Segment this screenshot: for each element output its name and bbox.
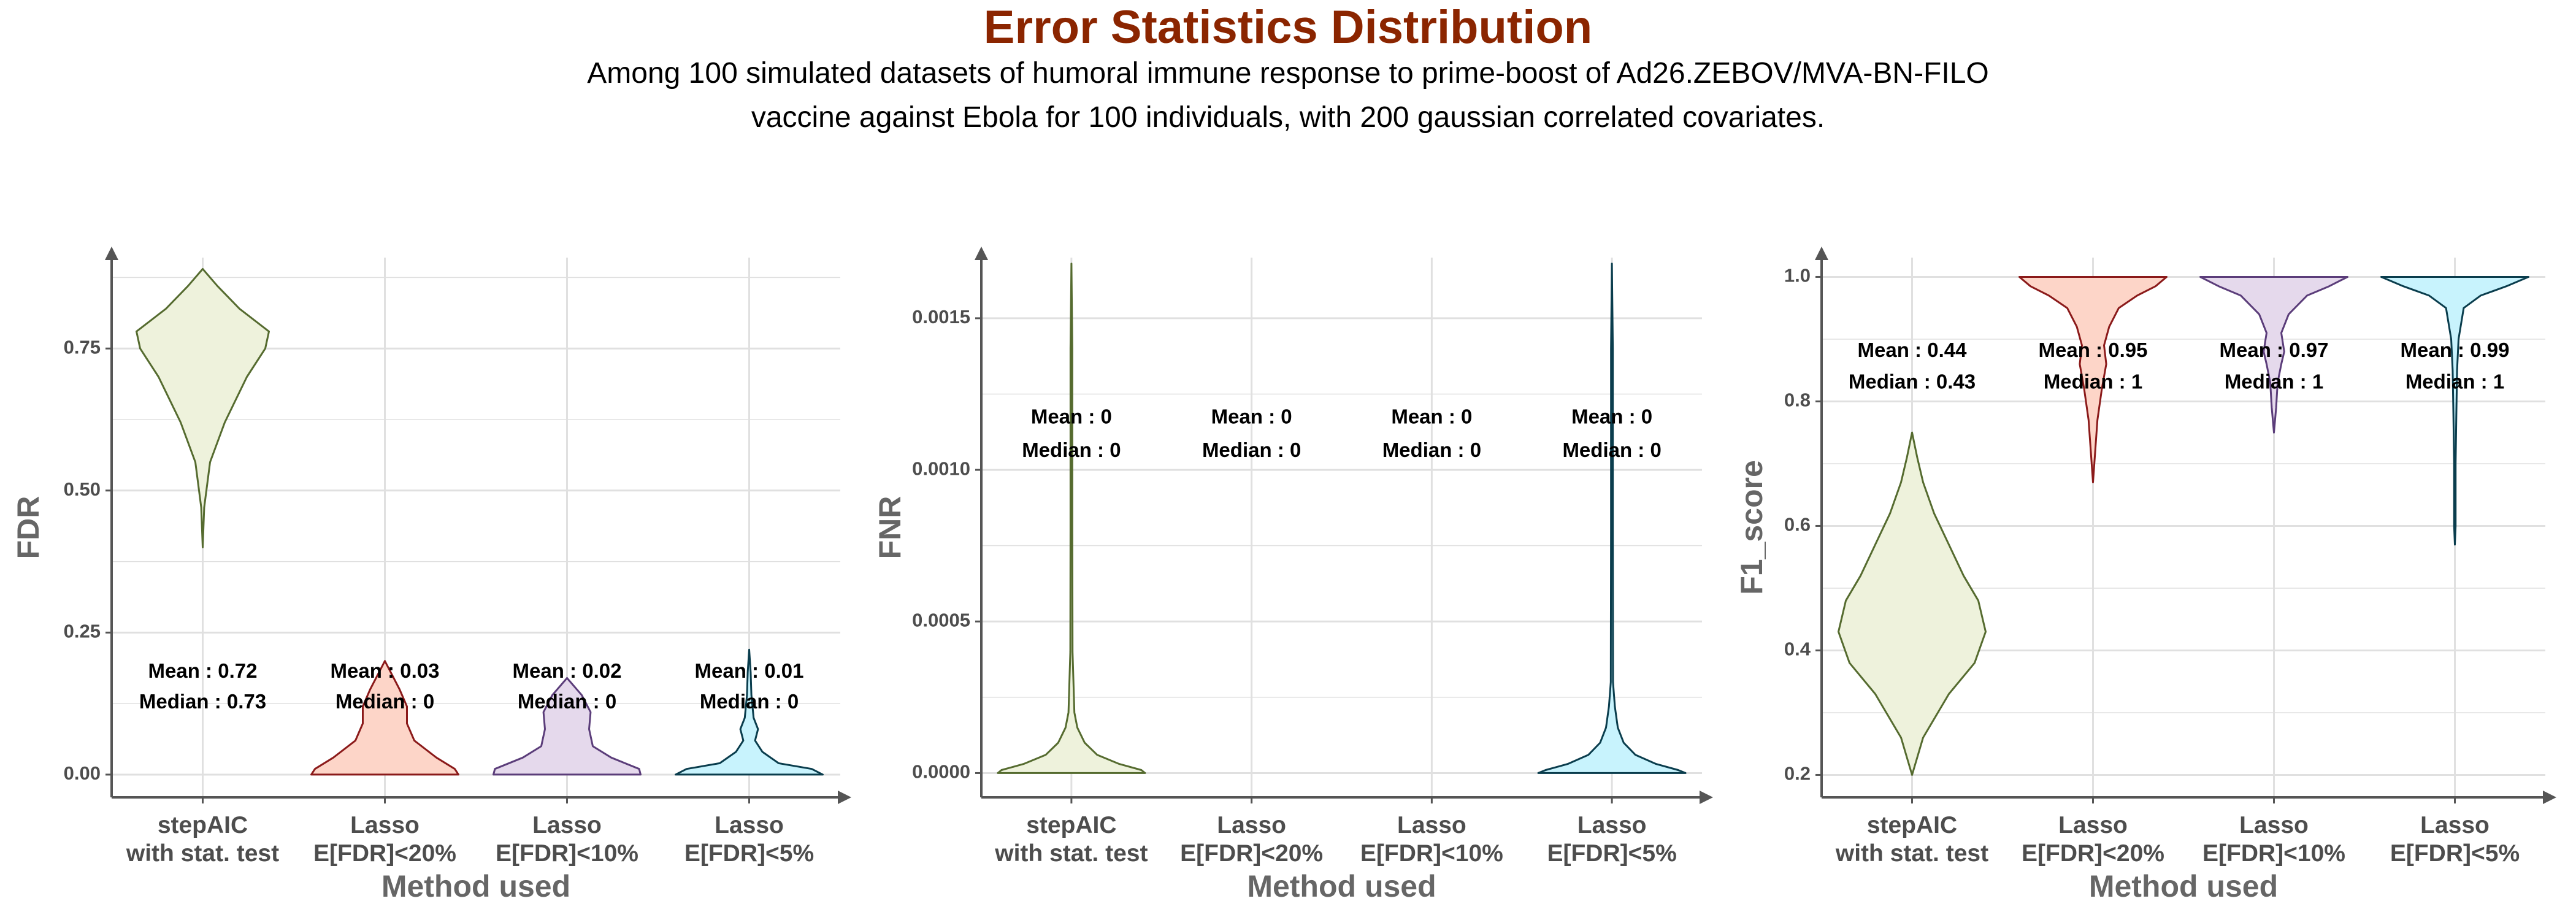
x-axis-title: Method used (2089, 869, 2278, 903)
x-axis-arrow (1700, 791, 1713, 804)
y-axis-arrow (1815, 247, 1828, 260)
annotation-mean: Mean : 0.03 (331, 659, 440, 682)
x-tick-label: Lasso (715, 812, 784, 838)
x-tick-label: E[FDR]<5% (1547, 840, 1676, 867)
y-tick-label: 1.0 (1784, 265, 1811, 286)
y-tick-label: 0.0005 (912, 609, 970, 631)
y-tick-label: 0.2 (1784, 763, 1811, 784)
y-axis-title: F1_score (1735, 460, 1769, 595)
annotation-median: Median : 1 (2044, 370, 2142, 393)
chart-subtitle-line-1: Among 100 simulated datasets of humoral … (587, 57, 1989, 90)
x-tick-label: Lasso (2239, 812, 2309, 838)
annotation-mean: Mean : 0 (1031, 405, 1112, 428)
annotation-median: Median : 0 (518, 690, 616, 713)
y-tick-label: 0.0015 (912, 306, 970, 328)
x-tick-label: stepAIC (1026, 812, 1116, 838)
y-tick-label: 0.0000 (912, 761, 970, 783)
y-tick-label: 0.50 (64, 478, 101, 500)
annotation-median: Median : 0 (1022, 439, 1121, 461)
x-axis-title: Method used (1247, 869, 1436, 903)
x-tick-label: Lasso (532, 812, 602, 838)
annotation-mean: Mean : 0.02 (513, 659, 622, 682)
x-tick-label: stepAIC (1867, 812, 1957, 838)
x-tick-label: E[FDR]<5% (684, 840, 814, 867)
violin-1-4 (675, 648, 824, 776)
x-tick-label: E[FDR]<5% (2390, 840, 2520, 867)
x-tick-label: with stat. test (1835, 840, 1988, 867)
x-tick-label: E[FDR]<10% (496, 840, 638, 867)
annotation-mean: Mean : 0 (1571, 405, 1652, 428)
x-axis-arrow (838, 791, 851, 804)
annotation-mean: Mean : 0 (1391, 405, 1472, 428)
y-axis-title: FDR (11, 496, 45, 559)
y-tick-label: 0.0010 (912, 458, 970, 479)
x-tick-label: E[FDR]<10% (1360, 840, 1503, 867)
annotation-median: Median : 0 (1202, 439, 1301, 461)
annotation-mean: Mean : 0.99 (2401, 339, 2510, 361)
annotation-median: Median : 0 (700, 690, 799, 713)
x-tick-label: Lasso (1217, 812, 1286, 838)
chart-subtitle-line-2: vaccine against Ebola for 100 individual… (751, 101, 1825, 134)
violin-3-4 (2380, 276, 2529, 546)
x-tick-label: E[FDR]<20% (2022, 840, 2164, 867)
annotation-mean: Mean : 0.97 (2220, 339, 2329, 361)
x-tick-label: with stat. test (994, 840, 1148, 867)
violin-2-1 (997, 263, 1146, 774)
chart-title: Error Statistics Distribution (983, 1, 1593, 53)
annotation-median: Median : 1 (2405, 370, 2504, 393)
x-tick-label: E[FDR]<20% (313, 840, 456, 867)
x-tick-label: Lasso (350, 812, 420, 838)
annotation-mean: Mean : 0.01 (695, 659, 804, 682)
annotation-mean: Mean : 0 (1211, 405, 1292, 428)
y-tick-label: 0.75 (64, 336, 101, 358)
x-tick-label: E[FDR]<10% (2202, 840, 2345, 867)
x-tick-label: Lasso (1397, 812, 1466, 838)
annotation-mean: Mean : 0.95 (2039, 339, 2148, 361)
x-tick-label: Lasso (2420, 812, 2490, 838)
y-axis-arrow (105, 247, 118, 260)
violin-2-4 (1537, 263, 1687, 774)
annotation-median: Median : 1 (2225, 370, 2323, 393)
x-axis-arrow (2543, 791, 2556, 804)
annotation-median: Median : 0 (1382, 439, 1481, 461)
x-tick-label: Lasso (1577, 812, 1647, 838)
y-tick-label: 0.8 (1784, 389, 1811, 411)
y-tick-label: 0.00 (64, 762, 101, 784)
y-axis-title: FNR (873, 496, 907, 559)
violin-3-2 (2018, 276, 2168, 483)
x-tick-label: with stat. test (126, 840, 279, 867)
y-tick-label: 0.6 (1784, 514, 1811, 535)
annotation-mean: Mean : 0.72 (148, 659, 258, 682)
x-tick-label: Lasso (2058, 812, 2128, 838)
violin-3-3 (2199, 276, 2348, 434)
annotation-median: Median : 0 (335, 690, 434, 713)
annotation-median: Median : 0.73 (139, 690, 266, 713)
x-tick-label: stepAIC (158, 812, 248, 838)
y-tick-label: 0.4 (1784, 638, 1811, 660)
violin-3-1 (1838, 431, 1987, 776)
violin-1-1 (136, 268, 270, 548)
violin-1-3 (493, 677, 642, 776)
annotation-median: Median : 0.43 (1849, 370, 1976, 393)
annotation-median: Median : 0 (1562, 439, 1661, 461)
violin-1-2 (310, 660, 459, 776)
y-axis-arrow (975, 247, 988, 260)
x-tick-label: E[FDR]<20% (1180, 840, 1323, 867)
x-axis-title: Method used (381, 869, 570, 903)
y-tick-label: 0.25 (64, 621, 101, 642)
annotation-mean: Mean : 0.44 (1858, 339, 1968, 361)
